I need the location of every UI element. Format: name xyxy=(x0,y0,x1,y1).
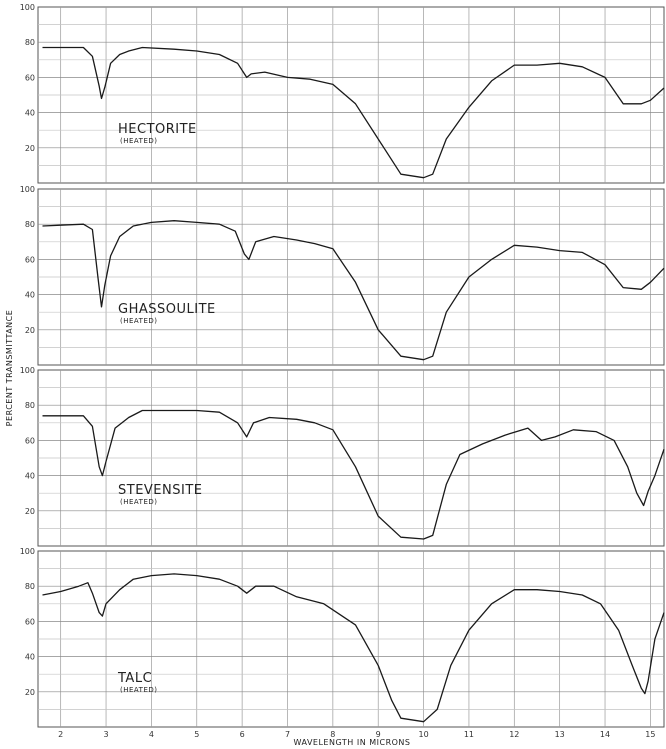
y-tick-label: 60 xyxy=(25,617,35,626)
panel-title: STEVENSITE xyxy=(118,483,202,498)
panel-title: TALC xyxy=(117,671,152,686)
x-tick-labels: 2 3 4 5 6 7 8 9 10 11 12 13 14 15 xyxy=(58,730,655,739)
y-tick-label: 60 xyxy=(25,436,35,445)
x-tick-label: 3 xyxy=(103,730,108,739)
panel-subtitle: (HEATED) xyxy=(120,686,157,694)
spectrum-line-hectorite xyxy=(42,46,665,179)
y-tick-label: 100 xyxy=(20,547,35,556)
x-tick-label: 9 xyxy=(376,730,381,739)
y-tick-label: 80 xyxy=(25,401,35,410)
panel-subtitle: (HEATED) xyxy=(120,317,157,325)
y-tick-label: 80 xyxy=(25,582,35,591)
y-tick-label: 60 xyxy=(25,73,35,82)
y-tick-label: 100 xyxy=(20,3,35,12)
x-tick-label: 4 xyxy=(149,730,154,739)
y-tick-label: 100 xyxy=(20,185,35,194)
y-tick-label: 40 xyxy=(25,472,35,481)
grid xyxy=(37,6,665,728)
panel-stevensite: 20 40 60 80 100 STEVENSITE(HEATED) xyxy=(20,366,665,540)
panels: 20406080100HECTORITE(HEATED)20406080100G… xyxy=(20,3,665,723)
x-tick-label: 6 xyxy=(240,730,245,739)
x-tick-label: 14 xyxy=(600,730,610,739)
y-tick-label: 20 xyxy=(25,507,35,516)
panel-subtitle: (HEATED) xyxy=(120,137,157,145)
x-tick-label: 11 xyxy=(464,730,474,739)
y-tick-label: 40 xyxy=(25,109,35,118)
panel-subtitle: (HEATED) xyxy=(120,498,157,506)
y-tick-label: 80 xyxy=(25,38,35,47)
x-tick-label: 2 xyxy=(58,730,63,739)
y-tick-label: 80 xyxy=(25,220,35,229)
panel-ghassoulite: 20 40 60 80 100 GHASSOULITE(HEATED) xyxy=(20,185,665,361)
x-tick-label: 8 xyxy=(330,730,335,739)
y-tick-label: 40 xyxy=(25,291,35,300)
spectrum-line-stevensite xyxy=(42,409,665,540)
panel-hectorite: 20 40 60 80 100 HECTORITE(HEATED) xyxy=(20,3,665,179)
panel-talc: 20 40 60 80 100 TALC(HEATED) xyxy=(20,547,665,723)
panel-title: HECTORITE xyxy=(118,122,197,137)
x-tick-label: 15 xyxy=(645,730,655,739)
x-tick-label: 13 xyxy=(555,730,565,739)
y-tick-label: 20 xyxy=(25,144,35,153)
y-axis-label: PERCENT TRANSMITTANCE xyxy=(5,310,14,427)
y-tick-label: 40 xyxy=(25,653,35,662)
y-tick-label: 100 xyxy=(20,366,35,375)
spectrum-line-ghassoulite xyxy=(42,220,665,361)
x-tick-label: 12 xyxy=(509,730,519,739)
y-tick-label: 20 xyxy=(25,326,35,335)
spectrum-line-talc xyxy=(42,573,665,723)
panel-title: GHASSOULITE xyxy=(118,302,216,317)
x-tick-label: 10 xyxy=(418,730,428,739)
x-axis-label: WAVELENGTH IN MICRONS xyxy=(294,738,411,747)
y-tick-label: 60 xyxy=(25,255,35,264)
x-tick-label: 7 xyxy=(285,730,290,739)
x-tick-label: 5 xyxy=(194,730,199,739)
y-tick-label: 20 xyxy=(25,688,35,697)
